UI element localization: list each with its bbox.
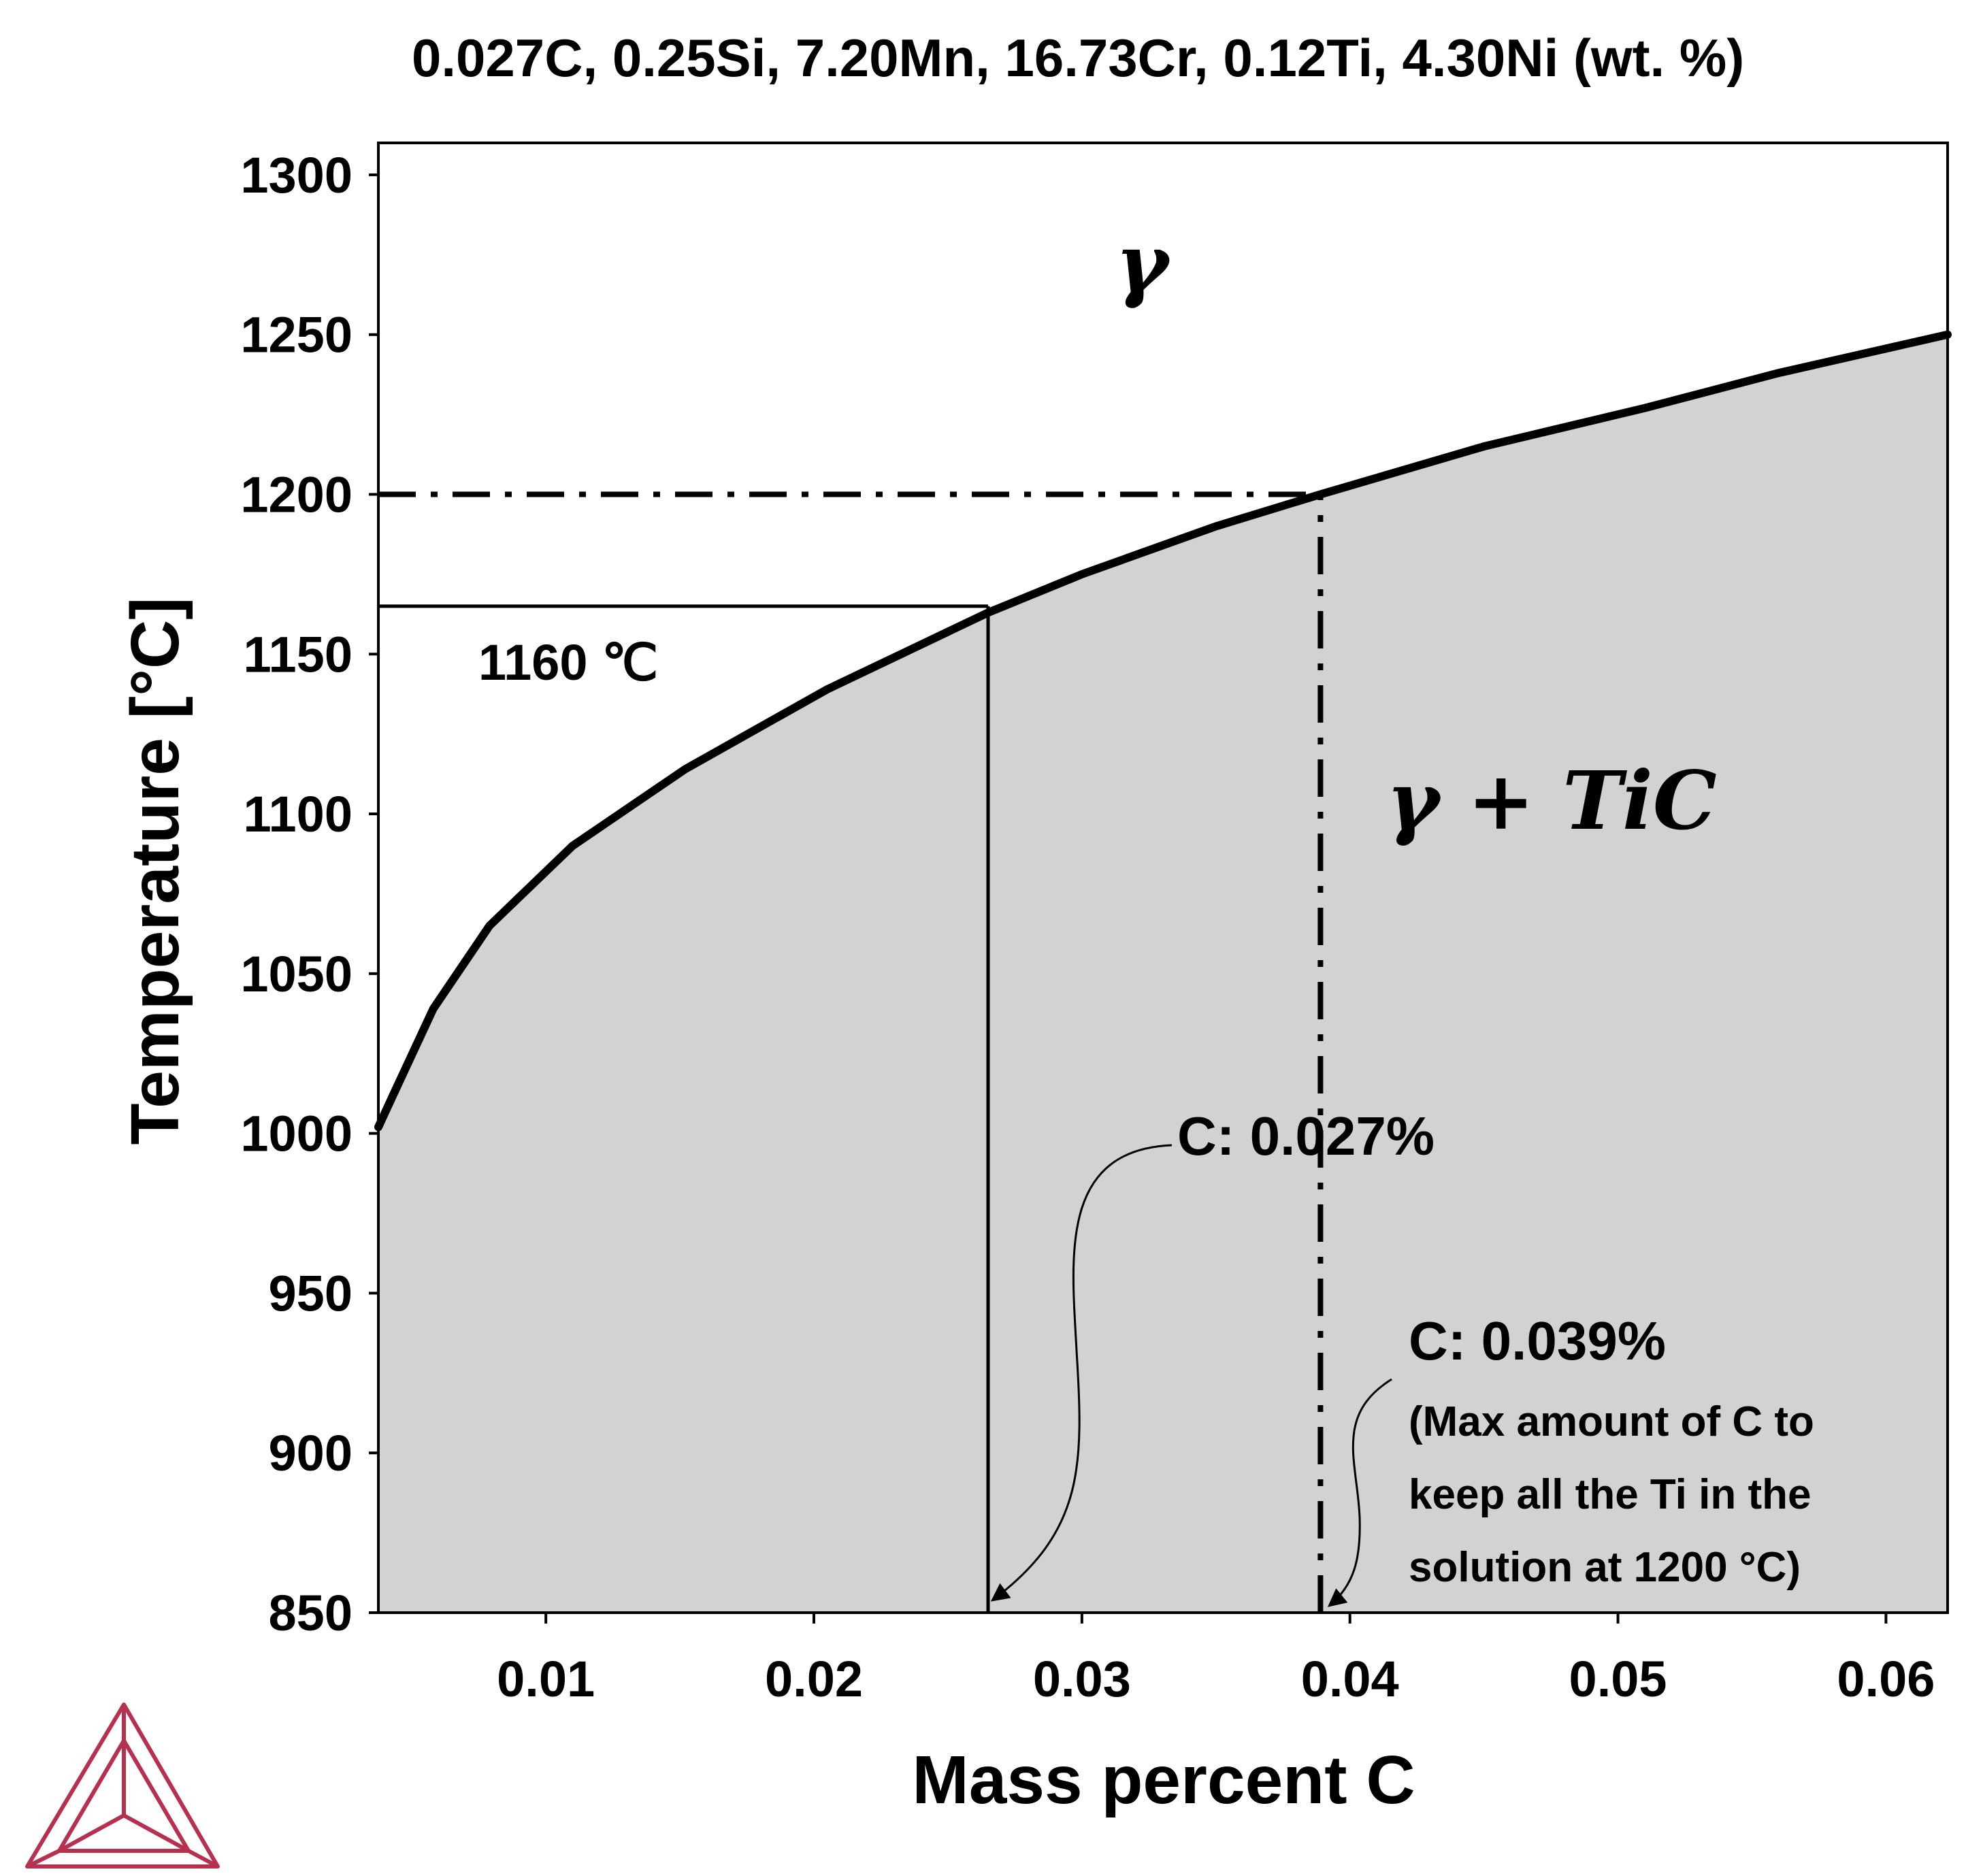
y-axis-label: Temperature [°C] xyxy=(117,597,193,1145)
y-tick-label: 950 xyxy=(269,1265,353,1321)
carbon-note-line-3: solution at 1200 °C) xyxy=(1409,1544,1801,1591)
carbon-annotation-1: C: 0.027% xyxy=(1177,1106,1435,1166)
y-tick-label: 1050 xyxy=(240,946,353,1002)
y-tick-label: 850 xyxy=(269,1585,353,1641)
y-tick-label: 900 xyxy=(269,1425,353,1481)
y-tick-label: 1000 xyxy=(240,1106,353,1162)
region-label-gamma: γ xyxy=(1115,216,1172,310)
thermo-calc-logo xyxy=(25,1702,220,1869)
y-tick-label: 1100 xyxy=(243,786,353,842)
x-axis-label: Mass percent C xyxy=(912,1742,1415,1818)
y-tick-label: 1150 xyxy=(243,626,353,682)
x-tick-label: 0.05 xyxy=(1569,1651,1667,1707)
carbon-note-line-2: keep all the Ti in the xyxy=(1409,1471,1811,1518)
x-tick-label: 0.01 xyxy=(497,1651,595,1707)
temperature-annotation: 1160 ℃ xyxy=(478,634,658,691)
plot-area xyxy=(374,142,1952,1614)
solvus-curve xyxy=(374,330,1952,1132)
x-tick-label: 0.02 xyxy=(765,1651,863,1707)
region-gamma-tic xyxy=(378,334,1948,1613)
callout-arrow-1 xyxy=(990,1144,1173,1602)
y-axis: 850 900 950 1000 1050 1100 1150 1200 1250 1300 xyxy=(240,147,378,1641)
x-tick-label: 0.04 xyxy=(1301,1651,1399,1707)
y-tick-label: 1200 xyxy=(240,467,353,523)
x-axis: 0.01 0.02 0.03 0.04 0.05 0.06 xyxy=(497,1613,1935,1707)
y-tick-label: 1250 xyxy=(240,307,353,363)
x-tick-label: 0.06 xyxy=(1837,1651,1935,1707)
region-label-gamma-tic: γ + TiC xyxy=(1386,753,1716,848)
chart-title: 0.027C, 0.25Si, 7.20Mn, 16.73Cr, 0.12Ti,… xyxy=(412,28,1744,88)
reference-lines xyxy=(378,491,1324,1613)
carbon-note-line-1: (Max amount of C to xyxy=(1409,1398,1814,1445)
x-tick-label: 0.03 xyxy=(1033,1651,1131,1707)
y-tick-label: 1300 xyxy=(240,147,353,203)
callout-arrow-2 xyxy=(1327,1378,1392,1607)
carbon-annotation-2: C: 0.039% xyxy=(1409,1311,1666,1371)
plot-frame xyxy=(377,142,1949,1614)
